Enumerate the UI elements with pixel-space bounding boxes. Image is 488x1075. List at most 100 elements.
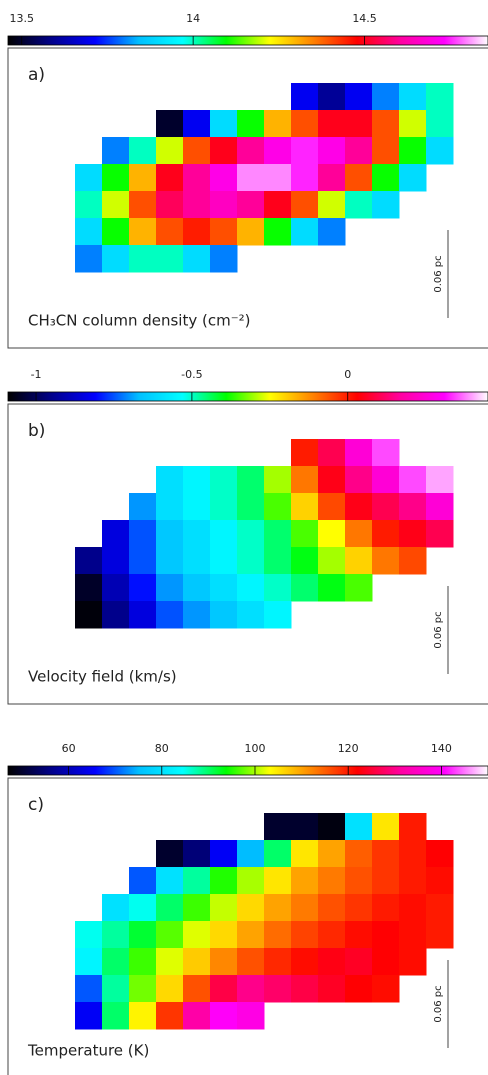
map-cell [399, 921, 427, 949]
map-cell [291, 840, 319, 868]
map-cell [264, 191, 292, 219]
map-cell [399, 164, 427, 192]
map-cell [129, 1002, 157, 1030]
colorbar [7, 765, 488, 776]
map-cell [399, 110, 427, 138]
map-cell [183, 867, 211, 895]
map-cell [183, 574, 211, 602]
map-cell [210, 894, 238, 922]
map-cell [264, 493, 292, 521]
map-cell [75, 574, 103, 602]
map-cell [426, 110, 454, 138]
map-cell [210, 493, 238, 521]
map-cell [156, 547, 184, 575]
map-cell [183, 218, 211, 246]
map-cell [399, 137, 427, 165]
map-cell [210, 975, 238, 1003]
map-cell [129, 137, 157, 165]
map-cell [264, 547, 292, 575]
map-cell [129, 601, 157, 629]
map-cell [75, 218, 103, 246]
map-cell [75, 164, 103, 192]
map-cell [102, 975, 130, 1003]
map-cell [318, 840, 346, 868]
map-cell [291, 466, 319, 494]
map-cell [210, 245, 238, 273]
map-cell [345, 466, 373, 494]
map-cell [264, 948, 292, 976]
map-cell [129, 948, 157, 976]
map-cell [183, 110, 211, 138]
map-cell [426, 921, 454, 949]
map-cell [183, 975, 211, 1003]
map-cell [237, 921, 265, 949]
map-cell [156, 245, 184, 273]
map-cell [264, 137, 292, 165]
colorbar-tick-label: 13.5 [9, 12, 34, 25]
map-cell [102, 1002, 130, 1030]
colorbar-tick-label: 0 [344, 368, 351, 381]
map-cell [237, 1002, 265, 1030]
map-cell [156, 164, 184, 192]
map-cell [318, 975, 346, 1003]
map-cell [426, 520, 454, 548]
map-cell [210, 921, 238, 949]
map-cell [183, 948, 211, 976]
colorbar [7, 391, 488, 402]
map-cell [210, 191, 238, 219]
map-cell [210, 137, 238, 165]
map-cell [156, 520, 184, 548]
map-cell [291, 867, 319, 895]
map-cell [183, 547, 211, 575]
map-cell [210, 110, 238, 138]
map-cell [156, 137, 184, 165]
map-cell [75, 948, 103, 976]
map-cell [372, 493, 400, 521]
map-cell [291, 439, 319, 467]
map-cell [264, 110, 292, 138]
map-cell [399, 948, 427, 976]
map-cell [102, 137, 130, 165]
map-cell [156, 921, 184, 949]
map-cell [264, 601, 292, 629]
map-cell [129, 164, 157, 192]
map-cell [156, 601, 184, 629]
panel-label: c) [28, 795, 44, 815]
map-cell [210, 840, 238, 868]
map-cell [345, 894, 373, 922]
map-cell [291, 164, 319, 192]
map-cell [102, 921, 130, 949]
map-cell [318, 110, 346, 138]
colorbar-tick-label: 100 [244, 742, 265, 755]
map-cell [264, 840, 292, 868]
map-cell [264, 574, 292, 602]
map-cell [129, 245, 157, 273]
map-cell [291, 574, 319, 602]
map-cell [372, 83, 400, 111]
map-cell [426, 493, 454, 521]
map-cell [183, 840, 211, 868]
scale-label: 0.06 pc [433, 985, 444, 1022]
map-cell [156, 948, 184, 976]
map-cell [345, 813, 373, 841]
map-cell [102, 948, 130, 976]
map-cell [210, 867, 238, 895]
map-cell [291, 191, 319, 219]
map-cell [237, 137, 265, 165]
map-cell [399, 520, 427, 548]
panel-frame [7, 777, 488, 1075]
map-cell [345, 164, 373, 192]
map-cell [210, 574, 238, 602]
map-cell [345, 137, 373, 165]
map-cell [372, 867, 400, 895]
map-cell [372, 466, 400, 494]
map-cell [372, 813, 400, 841]
colorbar-tick-label: 14.5 [352, 12, 377, 25]
map-cell [264, 894, 292, 922]
map-cell [75, 245, 103, 273]
map-cell [291, 948, 319, 976]
map-cell [237, 493, 265, 521]
map-cell [264, 867, 292, 895]
